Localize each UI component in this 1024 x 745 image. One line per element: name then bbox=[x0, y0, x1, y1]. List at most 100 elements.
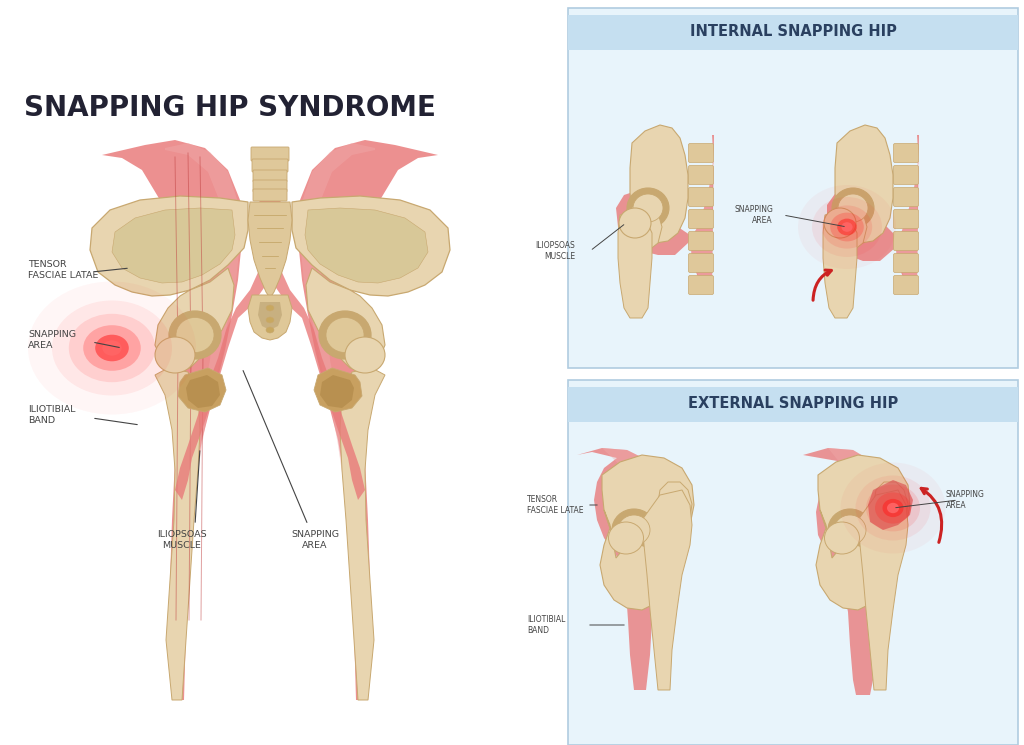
Text: TENSOR
FASCIAE LATAE: TENSOR FASCIAE LATAE bbox=[28, 260, 98, 279]
PathPatch shape bbox=[258, 148, 365, 500]
PathPatch shape bbox=[658, 482, 692, 532]
Ellipse shape bbox=[345, 337, 385, 373]
PathPatch shape bbox=[178, 368, 226, 412]
Ellipse shape bbox=[824, 208, 856, 238]
PathPatch shape bbox=[616, 135, 714, 293]
FancyBboxPatch shape bbox=[894, 276, 919, 294]
PathPatch shape bbox=[264, 298, 276, 318]
Ellipse shape bbox=[874, 492, 911, 524]
Text: ILIOTIBIAL
BAND: ILIOTIBIAL BAND bbox=[28, 405, 76, 425]
Ellipse shape bbox=[52, 300, 172, 396]
FancyBboxPatch shape bbox=[688, 253, 714, 273]
FancyBboxPatch shape bbox=[688, 209, 714, 229]
PathPatch shape bbox=[186, 375, 220, 408]
Ellipse shape bbox=[830, 212, 864, 241]
FancyBboxPatch shape bbox=[688, 165, 714, 185]
PathPatch shape bbox=[175, 148, 282, 500]
PathPatch shape bbox=[319, 375, 354, 408]
Text: SNAPPING HIP SYNDROME: SNAPPING HIP SYNDROME bbox=[24, 94, 436, 122]
Ellipse shape bbox=[822, 206, 872, 249]
Ellipse shape bbox=[883, 499, 903, 517]
Ellipse shape bbox=[618, 208, 651, 238]
Text: ILIOPSOAS
MUSCLE: ILIOPSOAS MUSCLE bbox=[158, 530, 207, 550]
PathPatch shape bbox=[874, 482, 908, 532]
FancyBboxPatch shape bbox=[688, 232, 714, 250]
PathPatch shape bbox=[835, 125, 893, 243]
FancyBboxPatch shape bbox=[688, 188, 714, 206]
PathPatch shape bbox=[300, 143, 375, 620]
Text: TENSOR
FASCIAE LATAE: TENSOR FASCIAE LATAE bbox=[527, 495, 584, 515]
PathPatch shape bbox=[618, 211, 652, 318]
Ellipse shape bbox=[824, 522, 859, 554]
FancyBboxPatch shape bbox=[253, 189, 287, 201]
Ellipse shape bbox=[266, 327, 274, 333]
PathPatch shape bbox=[630, 125, 688, 243]
Ellipse shape bbox=[95, 335, 129, 361]
Ellipse shape bbox=[608, 522, 643, 554]
PathPatch shape bbox=[620, 205, 662, 251]
PathPatch shape bbox=[248, 295, 292, 340]
Ellipse shape bbox=[83, 326, 141, 371]
PathPatch shape bbox=[306, 268, 385, 370]
FancyBboxPatch shape bbox=[251, 147, 289, 161]
PathPatch shape bbox=[90, 196, 248, 296]
Ellipse shape bbox=[169, 311, 221, 359]
FancyBboxPatch shape bbox=[253, 170, 287, 182]
FancyBboxPatch shape bbox=[894, 165, 919, 185]
Ellipse shape bbox=[266, 305, 274, 311]
Ellipse shape bbox=[838, 218, 857, 235]
Text: SNAPPING
AREA: SNAPPING AREA bbox=[28, 330, 76, 349]
Ellipse shape bbox=[866, 484, 920, 531]
FancyBboxPatch shape bbox=[568, 15, 1018, 50]
FancyBboxPatch shape bbox=[252, 159, 288, 172]
Ellipse shape bbox=[828, 509, 872, 551]
Ellipse shape bbox=[69, 314, 156, 382]
FancyBboxPatch shape bbox=[253, 180, 287, 192]
PathPatch shape bbox=[155, 368, 200, 700]
FancyBboxPatch shape bbox=[894, 253, 919, 273]
PathPatch shape bbox=[895, 135, 919, 293]
FancyBboxPatch shape bbox=[568, 8, 1018, 368]
Ellipse shape bbox=[838, 194, 868, 222]
PathPatch shape bbox=[602, 455, 694, 555]
Ellipse shape bbox=[855, 475, 931, 541]
Ellipse shape bbox=[812, 197, 882, 257]
PathPatch shape bbox=[828, 448, 900, 535]
FancyBboxPatch shape bbox=[568, 380, 1018, 745]
PathPatch shape bbox=[868, 480, 913, 530]
PathPatch shape bbox=[577, 448, 677, 690]
PathPatch shape bbox=[340, 368, 385, 700]
Text: ILIOPSOAS
MUSCLE: ILIOPSOAS MUSCLE bbox=[536, 241, 575, 261]
PathPatch shape bbox=[314, 368, 362, 412]
Text: INTERNAL SNAPPING HIP: INTERNAL SNAPPING HIP bbox=[689, 25, 896, 39]
Ellipse shape bbox=[266, 317, 274, 323]
Ellipse shape bbox=[155, 337, 195, 373]
Ellipse shape bbox=[627, 188, 669, 228]
FancyBboxPatch shape bbox=[688, 144, 714, 162]
PathPatch shape bbox=[298, 140, 438, 700]
Ellipse shape bbox=[834, 515, 866, 545]
Ellipse shape bbox=[887, 503, 899, 513]
PathPatch shape bbox=[258, 302, 282, 330]
Ellipse shape bbox=[633, 194, 663, 222]
PathPatch shape bbox=[827, 135, 919, 293]
PathPatch shape bbox=[292, 196, 450, 296]
Text: SNAPPING
AREA: SNAPPING AREA bbox=[946, 490, 985, 510]
PathPatch shape bbox=[112, 208, 234, 283]
Text: SNAPPING
AREA: SNAPPING AREA bbox=[734, 206, 773, 225]
FancyBboxPatch shape bbox=[688, 276, 714, 294]
PathPatch shape bbox=[248, 202, 292, 298]
FancyBboxPatch shape bbox=[894, 209, 919, 229]
PathPatch shape bbox=[858, 490, 908, 690]
PathPatch shape bbox=[818, 455, 910, 555]
PathPatch shape bbox=[816, 510, 880, 610]
PathPatch shape bbox=[600, 510, 664, 610]
PathPatch shape bbox=[825, 205, 867, 251]
PathPatch shape bbox=[803, 448, 900, 695]
Text: ILIOTIBIAL
BAND: ILIOTIBIAL BAND bbox=[527, 615, 565, 635]
PathPatch shape bbox=[602, 448, 677, 520]
PathPatch shape bbox=[155, 268, 234, 370]
Ellipse shape bbox=[831, 188, 874, 228]
Ellipse shape bbox=[326, 317, 364, 352]
Ellipse shape bbox=[102, 340, 122, 355]
